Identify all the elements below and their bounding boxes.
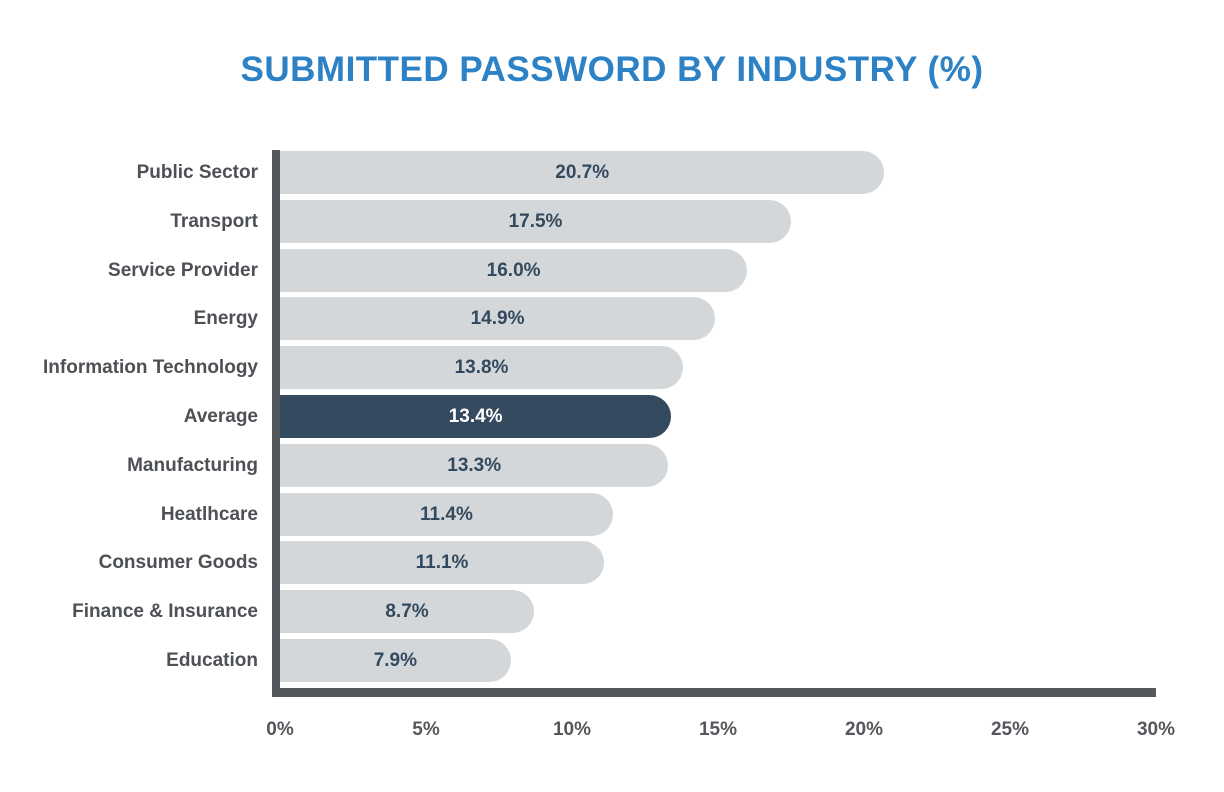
bar: 13.8% [280,346,683,389]
value-label: 13.8% [454,357,509,378]
category-label: Information Technology [43,357,258,378]
bar-row: Consumer Goods 11.1% [0,541,1224,584]
value-label: 8.7% [385,601,429,622]
bar-highlight: 13.4% [280,395,672,438]
value-label: 11.1% [415,552,469,573]
bar: 20.7% [280,151,885,194]
value-label: 13.4% [448,406,503,427]
x-tick-label: 25% [990,719,1030,740]
value-label: 11.4% [420,504,473,525]
bar-row: Average 13.4% [0,395,1224,438]
category-label: Service Provider [108,260,258,281]
bar-row: Public Sector 20.7% [0,151,1224,194]
bar-row: Education 7.9% [0,639,1224,682]
value-label: 14.9% [470,308,525,329]
x-axis-line [272,688,1156,697]
x-tick-label: 30% [1136,719,1176,740]
category-label: Education [166,650,258,671]
chart-title: SUBMITTED PASSWORD BY INDUSTRY (%) [240,50,984,89]
bar-row: Service Provider 16.0% [0,249,1224,292]
category-label: Transport [170,211,258,232]
x-tick-label: 15% [698,719,738,740]
value-label: 20.7% [555,162,610,183]
category-label: Consumer Goods [98,552,258,573]
bar-row: Finance & Insurance 8.7% [0,590,1224,633]
category-label: Manufacturing [127,455,258,476]
bar: 11.4% [280,493,613,536]
value-label: 7.9% [373,650,417,671]
bar: 11.1% [280,541,605,584]
bar: 7.9% [280,639,511,682]
y-axis-line [272,150,280,697]
category-label: Energy [193,308,258,329]
bar: 16.0% [280,249,748,292]
category-label: Finance & Insurance [72,601,258,622]
x-tick-label: 20% [844,719,884,740]
value-label: 17.5% [508,211,563,232]
category-label: Public Sector [136,162,258,183]
bar: 14.9% [280,297,716,340]
bar: 13.3% [280,444,669,487]
category-label: Heatlhcare [160,504,258,525]
bar-row: Energy 14.9% [0,297,1224,340]
bar-row: Transport 17.5% [0,200,1224,243]
x-tick-label: 5% [412,719,440,740]
value-label: 13.3% [447,455,502,476]
bar-row: Manufacturing 13.3% [0,444,1224,487]
value-label: 16.0% [486,260,541,281]
x-tick-label: 10% [552,719,592,740]
bar: 17.5% [280,200,791,243]
bar: 8.7% [280,590,534,633]
bar-row: Information Technology 13.8% [0,346,1224,389]
x-tick-label: 0% [266,719,294,740]
category-label: Average [183,406,258,427]
bar-row: Heatlhcare 11.4% [0,493,1224,536]
